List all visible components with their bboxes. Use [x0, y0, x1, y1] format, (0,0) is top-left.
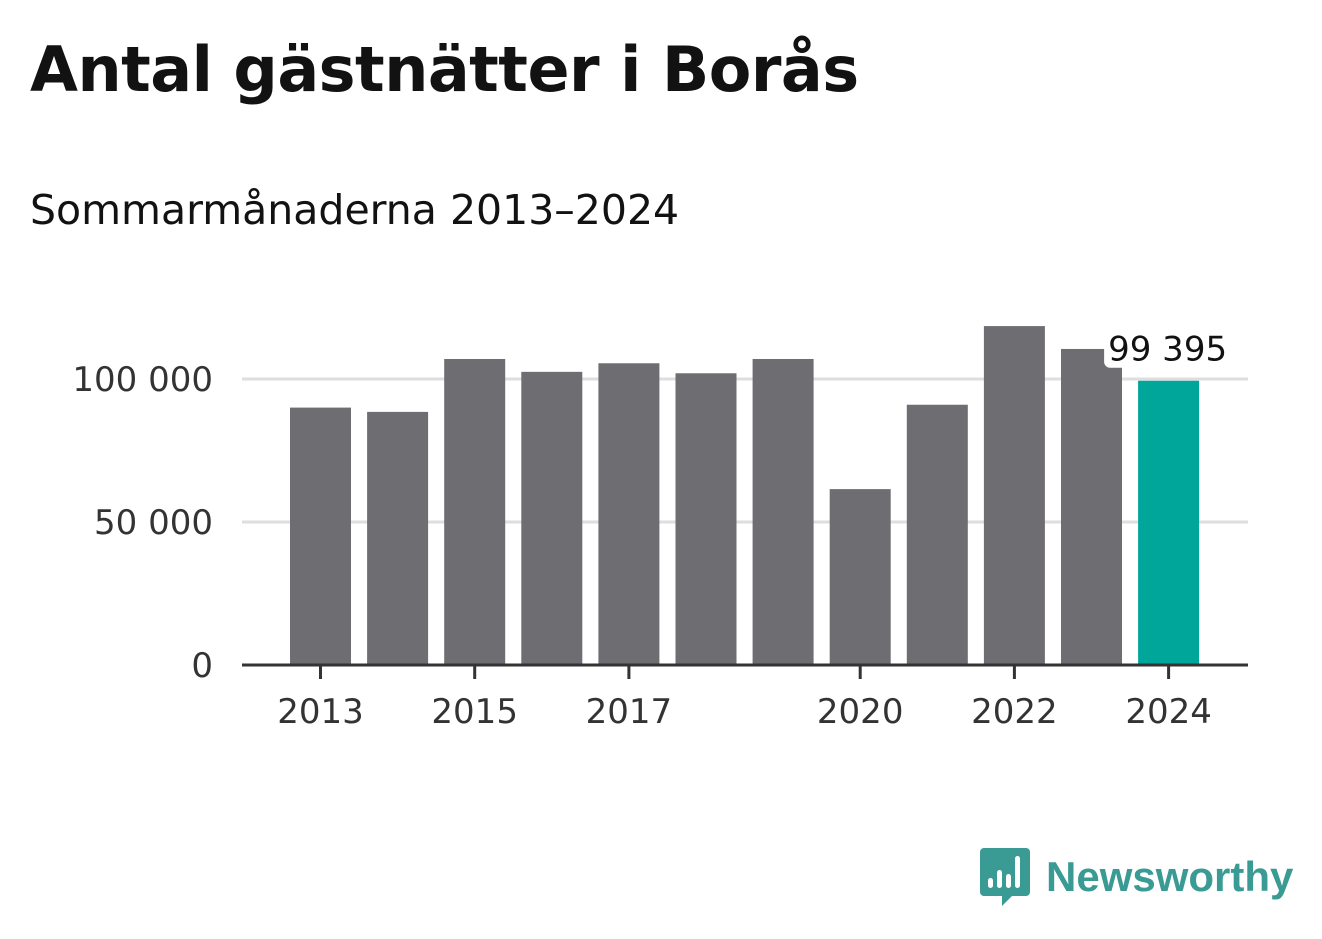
bar — [290, 407, 351, 665]
data-label: 99 395 — [1108, 330, 1227, 370]
bar — [675, 373, 737, 665]
x-tick-label: 2022 — [971, 692, 1058, 732]
chart-subtitle: Sommarmånaderna 2013–2024 — [30, 186, 680, 234]
bar — [1061, 348, 1122, 665]
x-tick-label: 2020 — [817, 692, 904, 732]
bar — [598, 363, 660, 665]
y-tick-label: 0 — [191, 646, 213, 686]
bar — [906, 404, 968, 665]
data-label-background — [1104, 331, 1232, 368]
bar — [752, 358, 814, 665]
bar — [983, 326, 1045, 665]
bar — [367, 411, 429, 665]
brand-name: Newsworthy — [1046, 853, 1294, 900]
bar — [1138, 380, 1200, 665]
bar — [521, 371, 583, 665]
newsworthy-logo-icon — [980, 848, 1030, 906]
bar-chart: 0 50 000 100 000 2013 2015 2017 2020 2022 2024 99… — [72, 326, 1248, 732]
y-tick-label: 50 000 — [94, 503, 213, 543]
chart-title: Antal gästnätter i Borås — [30, 33, 859, 106]
x-tick-label: 2017 — [586, 692, 673, 732]
bar — [829, 489, 891, 665]
brand-logo[interactable]: Newsworthy — [980, 848, 1293, 906]
x-tick-label: 2015 — [431, 692, 518, 732]
bar — [444, 358, 506, 665]
x-tick-label: 2024 — [1125, 692, 1212, 732]
y-tick-label: 100 000 — [72, 360, 213, 400]
x-tick-label: 2013 — [277, 692, 364, 732]
